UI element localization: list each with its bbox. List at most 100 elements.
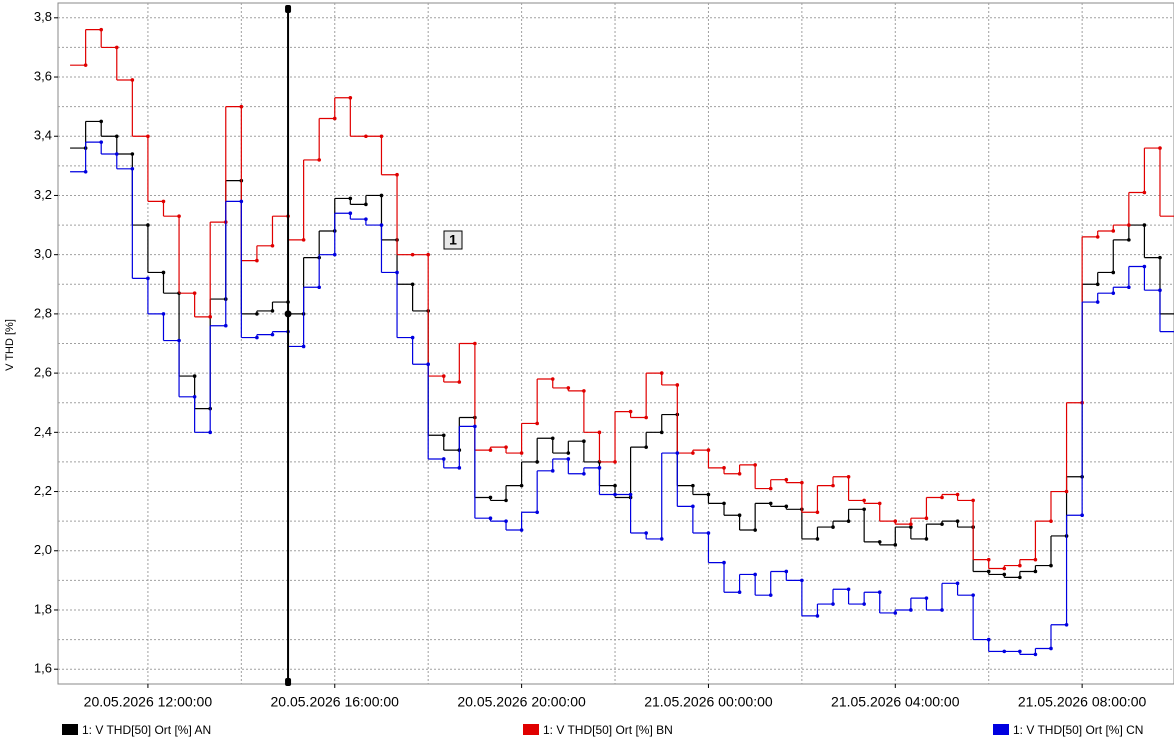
data-point <box>815 614 820 618</box>
data-point <box>722 501 726 506</box>
data-point <box>706 531 711 535</box>
data-point <box>675 383 680 387</box>
data-point <box>846 474 851 479</box>
data-point <box>426 252 430 257</box>
data-point <box>566 457 571 461</box>
y-tick-label: 1,6 <box>34 661 52 676</box>
data-point <box>831 525 835 529</box>
data-point <box>130 152 135 156</box>
data-point <box>986 569 991 574</box>
data-point <box>1002 566 1007 571</box>
data-point <box>753 463 757 467</box>
data-point <box>192 291 197 295</box>
data-point <box>535 460 539 464</box>
data-point <box>1064 489 1069 494</box>
data-point <box>114 152 119 156</box>
overlay: 1,6 1,8 2,0 2,2 2,4 2,6 2,8 3,0 3,2 3,4 3,6 3,8 20.0… <box>34 5 1147 737</box>
data-point <box>955 581 960 586</box>
x-tick-label: 21.05.2026 00:00:00 <box>644 694 773 710</box>
y-tick-label: 3,2 <box>34 187 52 202</box>
data-point <box>457 466 462 470</box>
data-point <box>348 196 353 201</box>
data-point <box>161 199 166 204</box>
data-point <box>332 252 337 257</box>
data-point <box>971 593 975 597</box>
data-point <box>582 439 586 444</box>
data-point <box>1095 282 1100 287</box>
data-point <box>130 167 135 171</box>
y-tick-label: 3,6 <box>34 68 52 83</box>
data-point <box>986 637 991 642</box>
data-point <box>924 596 929 600</box>
data-point <box>1127 285 1131 290</box>
data-point <box>441 433 446 438</box>
data-point <box>597 430 602 435</box>
data-point <box>99 119 104 124</box>
data-point <box>768 501 773 506</box>
data-point <box>1049 646 1053 651</box>
data-point <box>909 522 913 526</box>
data-point <box>504 498 508 503</box>
data-point <box>550 377 555 381</box>
data-point <box>146 223 150 227</box>
data-point <box>301 344 306 349</box>
y-tick-label: 2,6 <box>34 365 52 380</box>
x-tick-label: 21.05.2026 04:00:00 <box>831 694 960 710</box>
data-point <box>161 270 166 275</box>
data-point <box>410 335 415 340</box>
y-tick-label: 3,4 <box>34 128 52 143</box>
data-point <box>550 469 555 473</box>
data-point <box>473 341 477 346</box>
y-tick-label: 3,0 <box>34 246 52 261</box>
x-tick-label: 20.05.2026 20:00:00 <box>457 694 586 710</box>
data-point <box>426 362 430 367</box>
data-point <box>784 504 789 509</box>
data-point <box>877 540 882 544</box>
data-point <box>613 483 617 488</box>
data-point <box>1111 291 1116 295</box>
data-point <box>971 498 975 503</box>
legend-swatch <box>993 724 1009 735</box>
cursor-label-box <box>443 230 463 250</box>
data-point <box>114 134 119 139</box>
data-point <box>488 516 493 520</box>
data-point <box>768 486 773 491</box>
data-point <box>177 214 181 218</box>
data-point <box>659 371 664 375</box>
data-point <box>582 389 586 393</box>
data-point <box>846 519 851 523</box>
data-point <box>706 492 711 497</box>
legend-swatch <box>523 724 539 735</box>
y-tick-label: 2,4 <box>34 424 52 439</box>
x-tick-label: 21.05.2026 08:00:00 <box>1018 694 1147 710</box>
data-point <box>1002 572 1007 577</box>
data-point <box>270 243 275 248</box>
data-point <box>644 415 648 420</box>
data-point <box>364 202 368 207</box>
data-point <box>1142 190 1147 195</box>
data-point <box>659 430 664 435</box>
data-point <box>691 451 695 455</box>
data-point <box>1158 255 1162 260</box>
data-point <box>800 578 804 583</box>
data-point <box>691 483 695 488</box>
data-point <box>270 309 275 313</box>
data-point <box>177 338 181 343</box>
data-point <box>768 593 773 597</box>
cursor-handle <box>285 678 292 686</box>
data-point <box>161 312 166 316</box>
data-point <box>535 510 539 515</box>
data-point <box>270 332 275 337</box>
data-point <box>114 45 119 50</box>
data-point <box>1111 229 1116 233</box>
data-point <box>130 78 135 82</box>
data-point <box>753 528 757 532</box>
data-point <box>566 386 571 390</box>
data-point <box>473 424 477 429</box>
data-point <box>208 430 212 435</box>
data-point <box>83 169 88 174</box>
data-point <box>255 335 259 340</box>
data-point <box>644 531 648 535</box>
data-point <box>395 172 399 177</box>
